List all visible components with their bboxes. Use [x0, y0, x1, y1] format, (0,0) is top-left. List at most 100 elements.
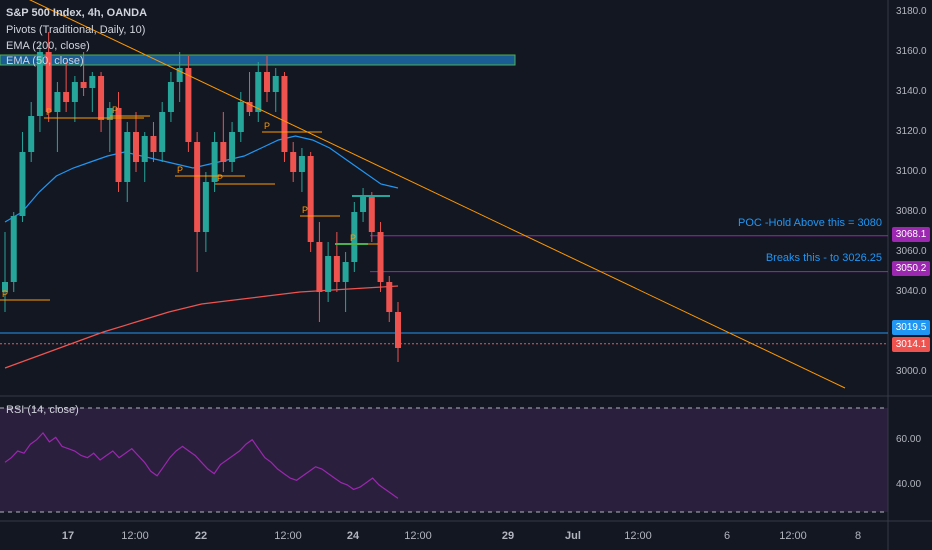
price-tag-3050: 3050.2 — [892, 261, 930, 276]
time-axis-tick: 17 — [61, 530, 75, 542]
pivot-label: P — [350, 233, 356, 243]
candle-body — [255, 72, 262, 112]
candle-body — [106, 108, 113, 120]
candle-body — [202, 182, 209, 232]
candle-body — [45, 52, 52, 112]
price-tag-3068: 3068.1 — [892, 227, 930, 242]
candle-body — [2, 282, 8, 292]
candle-body — [220, 142, 227, 162]
candle-body — [325, 256, 332, 292]
candle-body — [298, 156, 305, 172]
price-axis-tick: 3060.0 — [896, 246, 927, 257]
time-axis-tick: 24 — [346, 530, 360, 542]
candle-body — [229, 132, 236, 162]
pivot-label: P — [46, 107, 52, 117]
ema50-path — [4, 135, 399, 223]
price-axis-tick: 3160.0 — [896, 46, 927, 57]
rsi-band-background — [0, 408, 888, 512]
ema50-line — [4, 135, 399, 223]
candle-body — [71, 82, 78, 102]
candle-body — [80, 82, 87, 88]
ema50-legend[interactable]: EMA (50, close) — [6, 55, 84, 67]
trendline-path — [29, 0, 846, 389]
candle-body — [19, 152, 26, 216]
time-axis-tick: 12:00 — [779, 530, 807, 542]
candle-body — [333, 256, 340, 282]
candle-body — [150, 136, 157, 152]
rsi-path — [4, 431, 399, 499]
time-axis-tick: 12:00 — [624, 530, 652, 542]
candle-body — [351, 212, 358, 262]
candle-body — [185, 68, 192, 142]
candle-body — [36, 52, 43, 116]
time-axis-tick: Jul — [565, 530, 581, 542]
trendline[interactable] — [5, 0, 846, 389]
pivots-legend[interactable]: Pivots (Traditional, Daily, 10) — [6, 24, 146, 36]
level-lines[interactable] — [0, 235, 888, 345]
candle-body — [264, 72, 270, 92]
price-axis-tick: 3000.0 — [896, 366, 927, 377]
breaks-annotation[interactable]: Breaks this - to 3026.25 — [765, 252, 882, 264]
candle-body — [368, 196, 375, 232]
price-axis-tick: 3040.0 — [896, 286, 927, 297]
candle-body — [89, 76, 96, 88]
candle-body — [28, 116, 35, 152]
candle-body — [342, 262, 349, 282]
rsi-axis-tick: 60.00 — [896, 433, 922, 445]
candle-body — [167, 82, 174, 112]
time-axis-tick: 8 — [854, 530, 862, 542]
candle-body — [316, 242, 323, 292]
supply-zone-box[interactable] — [0, 54, 516, 66]
candle-body — [133, 132, 139, 162]
rsi-axis-tick: 40.00 — [896, 478, 922, 490]
candle-body — [386, 282, 393, 312]
candle-body — [176, 68, 183, 82]
time-axis-tick: 12:00 — [274, 530, 302, 542]
rsi-line — [4, 431, 399, 499]
candle-body — [159, 112, 166, 152]
pivot-marks: P P P P P P P P — [0, 105, 390, 301]
price-tag-3019: 3019.5 — [892, 320, 930, 335]
candle-body — [194, 142, 201, 232]
candle-body — [98, 76, 105, 120]
candle-body — [115, 108, 122, 182]
symbol-title: S&P 500 Index, 4h, OANDA — [6, 7, 148, 19]
ema200-path — [4, 285, 399, 369]
pivot-label: P — [302, 205, 308, 215]
candle-body — [360, 196, 367, 212]
pivot-label: P — [2, 289, 8, 299]
candle-body — [237, 102, 244, 132]
ema200-line — [4, 285, 399, 369]
candle-body — [272, 76, 279, 92]
pivot-label: P — [112, 105, 118, 115]
time-axis-tick: 29 — [501, 530, 515, 542]
time-axis-tick: 22 — [194, 530, 208, 542]
candle-body — [124, 132, 131, 182]
price-tag-3014: 3014.1 — [892, 337, 930, 352]
rsi-legend[interactable]: RSI (14, close) — [6, 404, 79, 416]
pivot-label: P — [177, 165, 183, 175]
candle-body — [54, 92, 61, 112]
candle-body — [377, 232, 384, 282]
ema200-legend[interactable]: EMA (200, close) — [6, 40, 90, 52]
candle-body — [307, 156, 314, 242]
price-axis-tick: 3120.0 — [896, 126, 927, 137]
price-axis-tick: 3100.0 — [896, 166, 927, 177]
candle-body — [290, 152, 297, 172]
time-axis-tick: 6 — [723, 530, 731, 542]
price-axis-tick: 3140.0 — [896, 86, 927, 97]
candles[interactable] — [2, 32, 401, 362]
candle-body — [63, 92, 70, 102]
poc-annotation[interactable]: POC -Hold Above this = 3080 — [738, 217, 882, 229]
candle-body — [211, 142, 218, 182]
time-axis-tick: 12:00 — [404, 530, 432, 542]
price-axis-tick: 3080.0 — [896, 206, 927, 217]
time-axis-tick: 12:00 — [121, 530, 149, 542]
candle-body — [246, 102, 253, 112]
pivot-label: P — [264, 121, 270, 131]
candle-body — [281, 76, 288, 152]
pivot-label: P — [217, 173, 223, 183]
price-axis-tick: 3180.0 — [896, 6, 927, 17]
candle-body — [395, 312, 401, 348]
